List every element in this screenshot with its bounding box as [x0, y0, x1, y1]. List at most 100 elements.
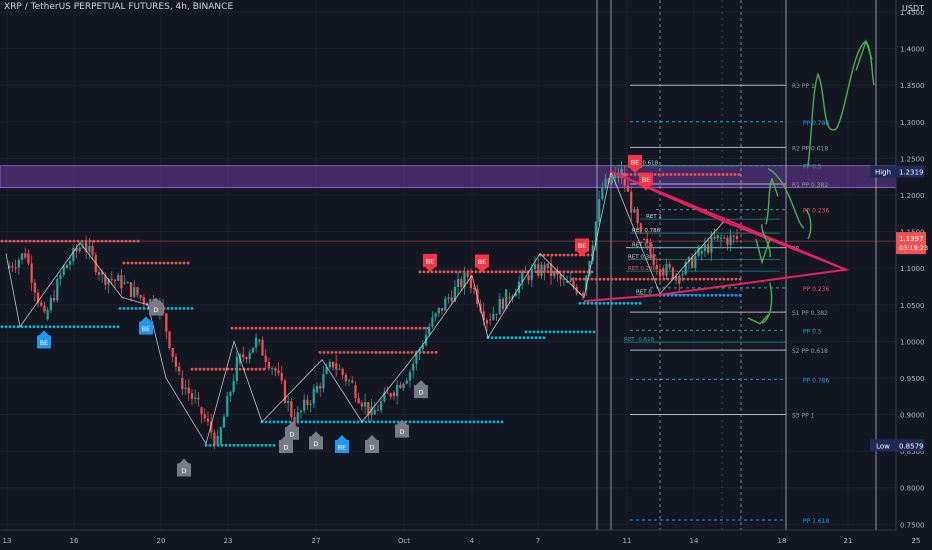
x-tick-label: 16 — [70, 537, 79, 545]
support-dot — [506, 336, 510, 340]
candle-body — [72, 248, 75, 262]
candle-body — [415, 353, 418, 364]
candle-body — [85, 242, 88, 252]
support-dot — [376, 420, 380, 424]
resistance-dot — [546, 253, 550, 257]
resistance-dot — [132, 239, 136, 243]
resistance-dot — [350, 350, 354, 354]
candle-body — [139, 295, 142, 298]
candle-body — [729, 235, 732, 245]
support-dot — [60, 325, 64, 329]
candle-body — [347, 380, 351, 382]
y-tick-label: 0.7500 — [900, 521, 925, 529]
candle-body — [582, 293, 585, 296]
candle-body — [328, 361, 331, 368]
resistance-dot — [738, 277, 742, 281]
support-dot — [224, 443, 228, 447]
resistance-dot — [230, 326, 234, 330]
candle-body — [296, 412, 299, 422]
support-dot — [336, 420, 340, 424]
candle-body — [389, 393, 392, 397]
resistance-dot — [154, 261, 158, 265]
support-dot — [452, 420, 456, 424]
support-dot — [324, 420, 328, 424]
resistance-dot — [238, 367, 242, 371]
resistance-dot — [414, 326, 418, 330]
resistance-dot — [334, 350, 338, 354]
resistance-dot — [40, 239, 44, 243]
resistance-dot — [104, 239, 108, 243]
annotation-curve — [761, 282, 773, 324]
candle-body — [396, 384, 399, 397]
resistance-dot — [8, 239, 12, 243]
support-dot — [312, 420, 316, 424]
support-dot — [190, 307, 194, 310]
candle-body — [242, 354, 245, 358]
resistance-dot — [606, 277, 610, 281]
candle-body — [687, 256, 691, 263]
candle-body — [440, 307, 444, 311]
support-dot — [0, 325, 4, 329]
support-dot — [472, 420, 476, 424]
resistance-dot — [406, 326, 410, 330]
marker-shape — [395, 419, 409, 438]
resistance-dot — [406, 350, 410, 354]
resistance-dot — [190, 367, 194, 371]
support-dot — [116, 325, 120, 329]
candle-body — [498, 298, 501, 315]
resistance-dot — [266, 326, 270, 330]
candle-body — [78, 247, 81, 252]
support-dot — [490, 336, 494, 340]
price-tag-low: 0.8579 — [899, 442, 924, 450]
support-dot — [548, 330, 552, 334]
candle-body — [418, 349, 421, 354]
resistance-dot — [650, 277, 654, 281]
candle-body — [646, 238, 649, 244]
support-dot — [372, 420, 376, 424]
resistance-dot — [128, 239, 132, 243]
marker-neutral: D — [149, 297, 163, 316]
resistance-dot — [354, 326, 358, 330]
candle-body — [719, 237, 723, 239]
resistance-dot — [646, 277, 650, 281]
support-dot — [396, 420, 400, 424]
price-tag-high: 1.2319 — [899, 169, 924, 177]
resistance-dot — [710, 277, 714, 281]
resistance-dot — [586, 253, 590, 257]
support-dot — [496, 420, 500, 424]
support-dot — [448, 420, 452, 424]
candle-body — [91, 245, 94, 256]
candle-body — [527, 275, 530, 281]
marker-label: D — [369, 444, 374, 452]
candle-body — [678, 275, 681, 284]
candle-body — [514, 293, 517, 297]
resistance-dot — [262, 367, 266, 371]
resistance-dot — [346, 350, 350, 354]
candle-body — [367, 402, 370, 416]
pivot-label: R1 PP 0.382 — [792, 182, 828, 189]
support-dot — [284, 420, 288, 424]
marker-neutral: D — [395, 419, 409, 438]
support-dot — [432, 420, 436, 424]
candle-body — [726, 237, 729, 245]
candle-body — [533, 264, 537, 269]
support-dot — [300, 420, 304, 424]
candle-body — [335, 363, 338, 370]
candle-body — [588, 261, 591, 276]
support-dot — [678, 293, 682, 297]
support-dot — [568, 330, 572, 334]
candle-body — [17, 259, 20, 268]
resistance-dot — [138, 261, 142, 265]
candle-body — [505, 289, 508, 309]
marker-shape — [149, 297, 163, 316]
resistance-dot — [550, 253, 554, 257]
resistance-dot — [713, 173, 717, 176]
candle-body — [46, 310, 49, 320]
support-dot — [528, 330, 532, 334]
price-tag-high-label: High — [875, 169, 891, 177]
marker-shape — [423, 253, 437, 272]
resistance-dot — [222, 367, 226, 371]
candle-body — [437, 307, 440, 314]
support-dot — [734, 293, 738, 297]
